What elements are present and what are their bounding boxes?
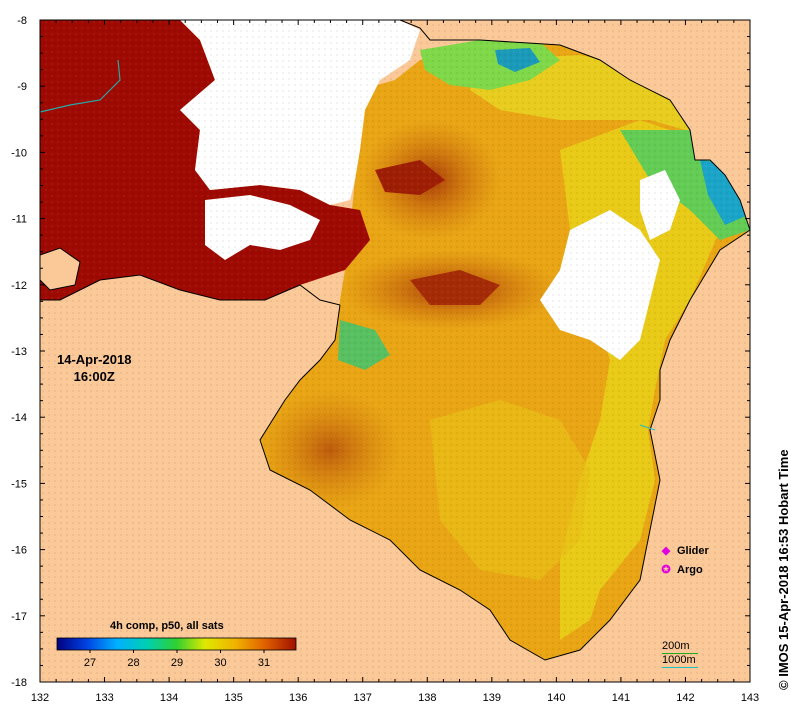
time-label: 16:00Z [73, 369, 115, 384]
depth-1000-label: 1000m [662, 654, 698, 668]
x-tick-label: 136 [289, 692, 307, 704]
texture-overlay [40, 20, 750, 682]
symbol-legend: ◆ Glider ✪ Argo [660, 541, 709, 579]
y-tick-label: -18 [11, 677, 27, 689]
y-tick-label: -10 [11, 147, 27, 159]
coastline-south [259, 229, 751, 661]
timestamp: 14-Apr-2018 16:00Z [57, 351, 131, 385]
legend-tick-label: 27 [84, 657, 96, 669]
circle-icon: ✪ [661, 564, 671, 576]
depth-200-label: 200m [662, 640, 698, 654]
diamond-icon: ◆ [661, 545, 671, 557]
y-tick-label: -15 [11, 478, 27, 490]
depth-scale: 200m 1000m [662, 640, 698, 668]
coastline-west [40, 274, 341, 306]
y-tick-label: -13 [11, 346, 27, 358]
y-tick-label: -8 [17, 15, 27, 27]
legend-colorbar [56, 637, 297, 651]
y-axis: -8 -9 -10 -11 -12 -13 -14 -15 -16 -17 -18 [11, 15, 750, 689]
legend-title: 4h comp, p50, all sats [110, 620, 224, 632]
legend-tick-label: 29 [171, 657, 183, 669]
y-tick-label: -9 [17, 81, 27, 93]
legend-tick-label: 30 [214, 657, 226, 669]
credit-label: IMOS 15-Apr-2018 16:53 Hobart Time [776, 449, 791, 677]
legend-tick-label: 31 [258, 657, 270, 669]
x-tick-label: 132 [31, 692, 49, 704]
argo-label: Argo [677, 563, 703, 576]
x-tick-label: 143 [741, 692, 759, 704]
x-axis: 132 133 134 135 136 137 138 139 140 141 142 143 [31, 20, 759, 704]
x-tick-label: 141 [612, 692, 630, 704]
glider-legend-row: ◆ Glider [660, 541, 709, 560]
y-tick-label: -11 [12, 214, 27, 226]
y-tick-label: -12 [11, 280, 27, 292]
y-tick-label: -17 [11, 611, 27, 623]
copyright-icon: © [776, 680, 791, 690]
legend-tick-label: 28 [127, 657, 139, 669]
x-tick-label: 139 [483, 692, 501, 704]
coastline-north [399, 19, 751, 231]
argo-legend-row: ✪ Argo [660, 560, 709, 579]
glider-label: Glider [677, 544, 709, 557]
depth-contour [639, 424, 656, 431]
x-tick-label: 140 [547, 692, 565, 704]
x-tick-label: 142 [676, 692, 694, 704]
legend-ticks: 27 28 29 30 31 [84, 650, 270, 669]
x-tick-label: 133 [95, 692, 113, 704]
river [39, 59, 121, 113]
date-label: 14-Apr-2018 [57, 352, 132, 367]
x-tick-label: 138 [418, 692, 436, 704]
credit-text: © IMOS 15-Apr-2018 16:53 Hobart Time [776, 449, 791, 690]
x-tick-label: 134 [160, 692, 178, 704]
x-tick-label: 135 [224, 692, 242, 704]
x-tick-label: 137 [354, 692, 372, 704]
y-tick-label: -14 [11, 412, 27, 424]
y-tick-label: -16 [11, 545, 27, 557]
